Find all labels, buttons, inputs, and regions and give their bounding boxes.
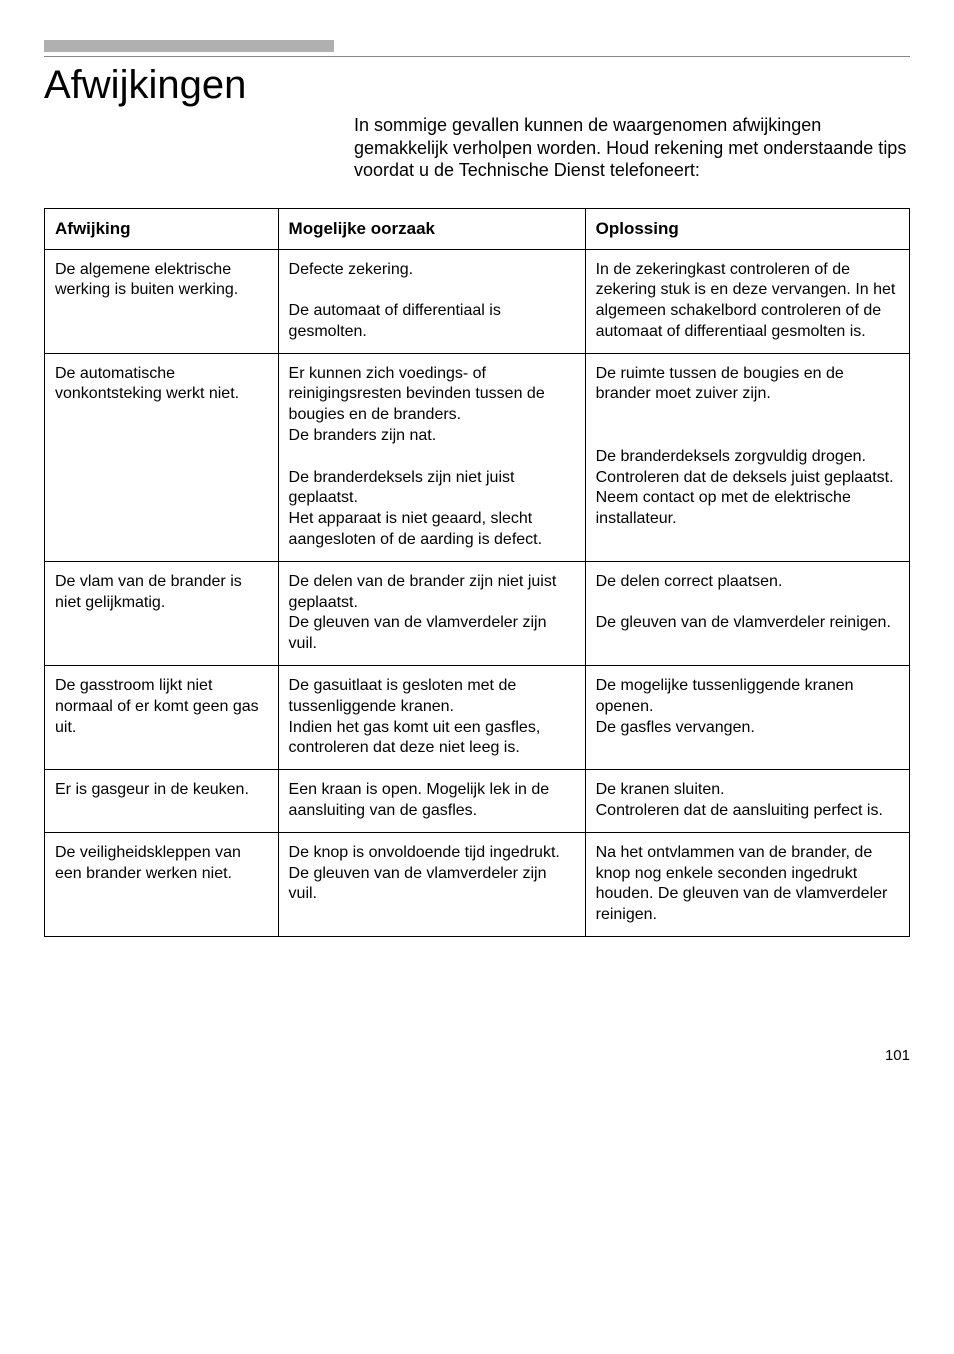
cell-oor: De knop is onvoldoende tijd ingedrukt. D… <box>278 832 585 936</box>
cell-afw: De vlam van de brander is niet gelijkmat… <box>45 561 279 665</box>
header-rule <box>44 56 910 57</box>
cell-oor: De gasuitlaat is gesloten met de tussenl… <box>278 666 585 770</box>
cell-oor: Een kraan is open. Mogelijk lek in de aa… <box>278 770 585 833</box>
cell-oor: Defecte zekering. De automaat of differe… <box>278 249 585 353</box>
table-header-row: Afwijking Mogelijke oorzaak Oplossing <box>45 208 910 249</box>
cell-oor: Er kunnen zich voedings- of reinigingsre… <box>278 353 585 561</box>
cell-oor: De delen van de brander zijn niet juist … <box>278 561 585 665</box>
cell-afw: De veiligheidskleppen van een brander we… <box>45 832 279 936</box>
cell-opl: De delen correct plaatsen. De gleuven va… <box>585 561 909 665</box>
table-row: De vlam van de brander is niet gelijkmat… <box>45 561 910 665</box>
page-title: Afwijkingen <box>44 63 910 108</box>
table-row: De algemene elektrische werking is buite… <box>45 249 910 353</box>
cell-afw: De gasstroom lijkt niet normaal of er ko… <box>45 666 279 770</box>
cell-opl: Na het ontvlammen van de brander, de kno… <box>585 832 909 936</box>
cell-opl: In de zekeringkast controleren of de zek… <box>585 249 909 353</box>
cell-afw: Er is gasgeur in de keuken. <box>45 770 279 833</box>
intro-paragraph: In sommige gevallen kunnen de waargenome… <box>44 114 910 182</box>
col-header-oplossing: Oplossing <box>585 208 909 249</box>
cell-afw: De automatische vonkontsteking werkt nie… <box>45 353 279 561</box>
table-body: De algemene elektrische werking is buite… <box>45 249 910 937</box>
cell-afw: De algemene elektrische werking is buite… <box>45 249 279 353</box>
col-header-oorzaak: Mogelijke oorzaak <box>278 208 585 249</box>
table-row: De veiligheidskleppen van een brander we… <box>45 832 910 936</box>
cell-opl: De mogelijke tussenliggende kranen opene… <box>585 666 909 770</box>
cell-opl: De kranen sluiten. Controleren dat de aa… <box>585 770 909 833</box>
header-accent-bar <box>44 40 334 52</box>
page-number: 101 <box>44 1047 910 1064</box>
table-row: De automatische vonkontsteking werkt nie… <box>45 353 910 561</box>
cell-opl: De ruimte tussen de bougies en de brande… <box>585 353 909 561</box>
col-header-afwijking: Afwijking <box>45 208 279 249</box>
troubleshooting-table: Afwijking Mogelijke oorzaak Oplossing De… <box>44 208 910 938</box>
table-row: Er is gasgeur in de keuken. Een kraan is… <box>45 770 910 833</box>
table-row: De gasstroom lijkt niet normaal of er ko… <box>45 666 910 770</box>
